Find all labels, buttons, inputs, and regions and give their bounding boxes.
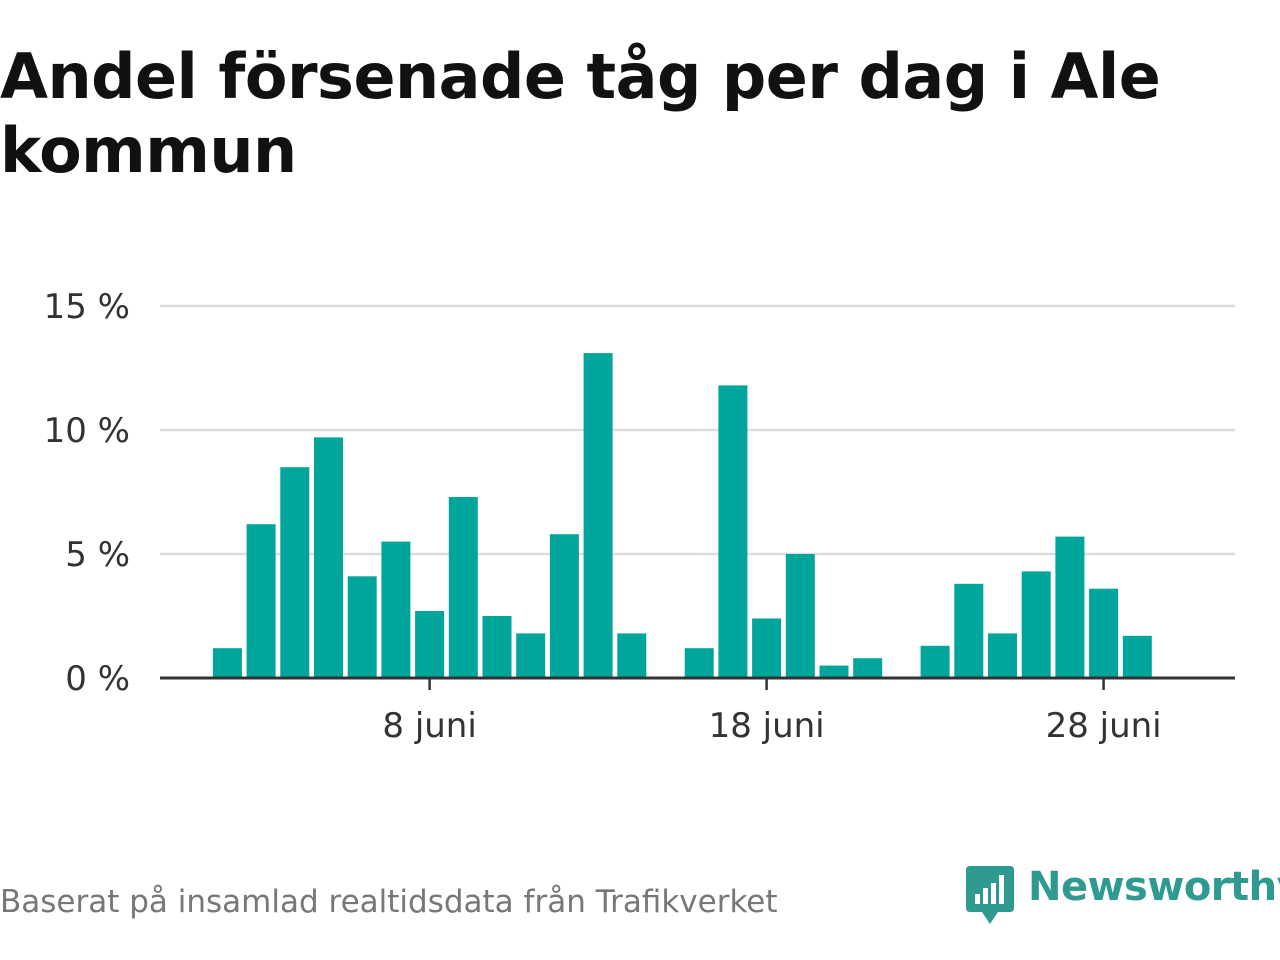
x-tick-label: 28 juni: [1046, 706, 1162, 746]
bar[interactable]: 29 juni: 1.7 %: [1122, 635, 1152, 678]
bar[interactable]: 26 juni: 4.3 %: [1021, 571, 1051, 678]
bar[interactable]: 6 juni: 4.1 %: [347, 576, 377, 678]
y-tick-label: 15 %: [44, 287, 130, 327]
y-axis-ticks: 0 % 5 % 10 % 15 %: [44, 287, 130, 699]
y-tick-label: 10 %: [44, 411, 130, 451]
y-tick-label: 5 %: [65, 535, 130, 575]
bar[interactable]: 28 juni: 3.6 %: [1089, 588, 1119, 678]
bar[interactable]: 8 juni: 2.7 %: [415, 611, 445, 678]
bar[interactable]: 12 juni: 5.8 %: [549, 534, 579, 678]
bar[interactable]: 4 juni: 8.5 %: [280, 467, 310, 678]
bar[interactable]: 17 juni: 11.8 %: [718, 385, 748, 678]
brand-logo[interactable]: Newsworthy: [964, 864, 1280, 928]
bar[interactable]: 27 juni: 5.7 %: [1055, 536, 1085, 678]
chart-title: Andel försenade tåg per dag i Ale kommun: [0, 40, 1161, 187]
x-tick-label: 18 juni: [709, 706, 825, 746]
y-tick-label: 0 %: [65, 659, 130, 699]
bar[interactable]: 11 juni: 1.8 %: [516, 633, 546, 678]
bar[interactable]: 18 juni: 2.4 %: [752, 618, 782, 679]
bar[interactable]: 20 juni: 0.5 %: [819, 665, 849, 678]
bar[interactable]: 13 juni: 13.1 %: [583, 353, 613, 678]
bar[interactable]: 16 juni: 1.2 %: [684, 648, 714, 678]
x-axis-ticks: 8 juni 18 juni 28 juni: [382, 678, 1162, 746]
bar[interactable]: 23 juni: 1.3 %: [920, 645, 950, 678]
bar[interactable]: 2 juni: 1.2 %: [212, 648, 242, 678]
bar[interactable]: 5 juni: 9.7 %: [314, 437, 343, 678]
source-note: Baserat på insamlad realtidsdata från Tr…: [0, 884, 778, 920]
newsworthy-logo-icon: [966, 866, 1014, 924]
brand-name: Newsworthy: [1028, 864, 1280, 910]
bar[interactable]: 14 juni: 1.8 %: [617, 633, 647, 678]
x-tick-label: 8 juni: [382, 706, 476, 746]
bar[interactable]: 21 juni: 0.8 %: [853, 658, 883, 678]
bar[interactable]: 3 juni: 6.2 %: [246, 524, 276, 678]
bar[interactable]: 25 juni: 1.8 %: [988, 633, 1017, 678]
bar[interactable]: 9 juni: 7.3 %: [448, 497, 478, 678]
bar[interactable]: 10 juni: 2.5 %: [482, 616, 512, 678]
bar[interactable]: 19 juni: 5 %: [785, 554, 815, 678]
bar[interactable]: 24 juni: 3.8 %: [954, 583, 984, 678]
bars: 2 juni: 1.2 %3 juni: 6.2 %4 juni: 8.5 %5…: [212, 353, 1152, 679]
bar[interactable]: 7 juni: 5.5 %: [381, 541, 411, 678]
